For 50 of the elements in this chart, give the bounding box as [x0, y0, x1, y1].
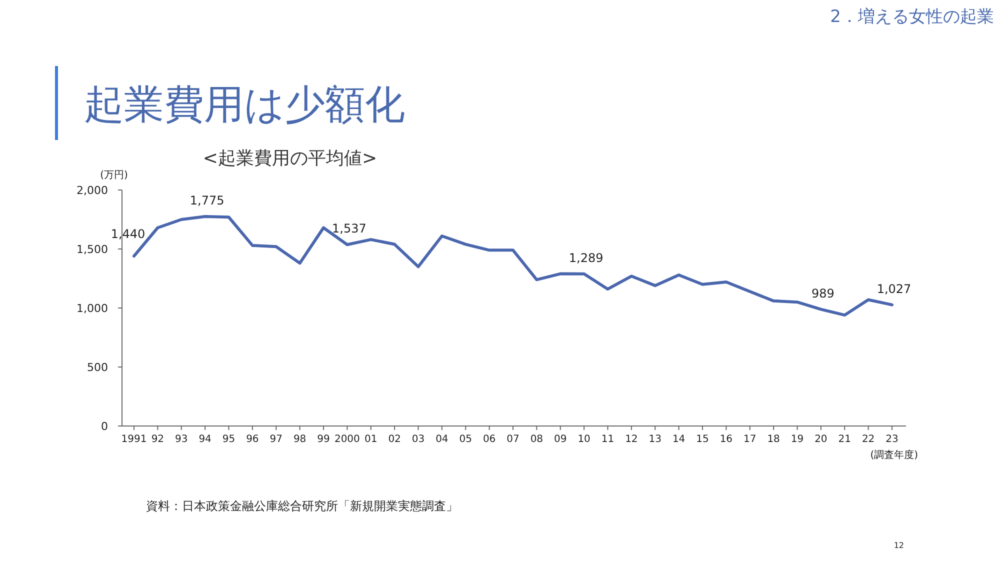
y-tick-label: 500 — [87, 361, 108, 374]
x-axis-title: (調査年度) — [870, 449, 918, 461]
data-label: 1,537 — [332, 222, 366, 236]
y-tick-label: 1,000 — [76, 302, 108, 315]
x-tick-label: 05 — [459, 434, 472, 445]
text: 2．増える女性の起業 — [830, 7, 994, 27]
text: 資料：日本政策金融公庫総合研究所「新規開業実態調査」 — [146, 499, 458, 513]
x-tick-label: 99 — [317, 434, 330, 445]
text: 12 — [894, 541, 904, 550]
x-tick-label: 15 — [696, 434, 709, 445]
x-tick-label: 01 — [364, 434, 378, 445]
x-tick-label: 13 — [648, 434, 662, 445]
x-tick-label: 93 — [175, 434, 188, 445]
x-tick-label: 12 — [625, 434, 638, 445]
chart-subtitle: <起業費用の平均値> — [202, 148, 378, 169]
x-tick-label: 03 — [412, 434, 425, 445]
y-tick-label: 2,000 — [76, 184, 108, 197]
x-tick-label: 2000 — [334, 434, 360, 445]
data-label: 1,775 — [190, 194, 224, 208]
x-tick-label: 16 — [720, 434, 733, 445]
data-label: 1,289 — [568, 250, 604, 265]
x-tick-label: 07 — [506, 434, 520, 445]
x-tick-label: 97 — [270, 434, 282, 445]
y-tick-label: 1,500 — [76, 243, 108, 256]
x-tick-label: 10 — [578, 434, 590, 445]
x-tick-label: 18 — [767, 434, 780, 445]
x-tick-label: 98 — [293, 434, 306, 445]
x-tick-label: 17 — [744, 434, 756, 445]
y-tick-label: 0 — [101, 420, 108, 433]
x-tick-label: 11 — [601, 434, 614, 445]
x-tick-label: 04 — [436, 434, 448, 445]
x-tick-label: 23 — [886, 434, 898, 445]
x-tick-label: 09 — [554, 434, 567, 445]
x-tick-label: 92 — [151, 434, 164, 445]
x-tick-label: 94 — [198, 434, 212, 445]
x-tick-label: 19 — [790, 434, 804, 445]
x-tick-label: 08 — [530, 434, 544, 445]
x-tick-label: 21 — [838, 434, 851, 445]
x-tick-label: 14 — [672, 434, 686, 445]
data-label: 989 — [811, 286, 834, 300]
data-label: 1,027 — [876, 282, 912, 296]
y-axis-title: (万円) — [100, 170, 128, 181]
x-tick-label: 20 — [814, 434, 828, 445]
x-tick-label: 96 — [246, 434, 259, 445]
chart-title: 起業費用は少額化 — [84, 82, 405, 128]
x-tick-label: 02 — [388, 434, 401, 445]
x-tick-label: 95 — [222, 434, 236, 445]
x-tick-label: 1991 — [121, 434, 147, 445]
x-tick-label: 06 — [482, 434, 496, 445]
x-tick-label: 22 — [862, 434, 875, 445]
